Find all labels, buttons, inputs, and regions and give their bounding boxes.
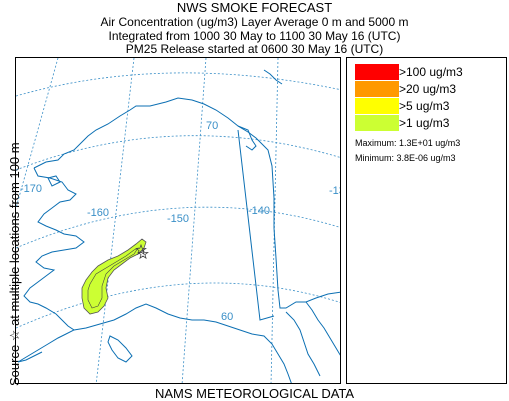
lat-line-70 bbox=[16, 135, 340, 171]
concentration-subtitle: Air Concentration (ug/m3) Layer Average … bbox=[100, 15, 409, 29]
legend-label: >100 ug/m3 bbox=[399, 65, 463, 79]
minimum-value: Minimum: 3.8E-06 ug/m3 bbox=[355, 153, 456, 163]
alaska-canada-border bbox=[237, 129, 275, 321]
grid-label-lon-170: -170 bbox=[20, 183, 42, 195]
legend-swatch-lime bbox=[355, 115, 399, 131]
smoke-map: -170 -160 -150 -140 -130 70 60 bbox=[15, 57, 341, 384]
lon-line-170 bbox=[16, 58, 59, 209]
legend-item: >100 ug/m3 bbox=[355, 64, 485, 80]
grid-label-lat-60: 60 bbox=[221, 311, 233, 323]
legend-label: >20 ug/m3 bbox=[399, 82, 457, 96]
legend-item: >1 ug/m3 bbox=[355, 115, 485, 131]
mackenzie-delta bbox=[237, 125, 257, 151]
integration-period: Integrated from 1000 30 May to 1100 30 M… bbox=[108, 29, 401, 43]
lat-line-60 bbox=[16, 282, 340, 329]
legend-item: >20 ug/m3 bbox=[355, 81, 485, 97]
grid-label-lat-70: 70 bbox=[206, 120, 218, 132]
legend-label: >5 ug/m3 bbox=[399, 99, 450, 113]
smoke-plume-inner-contour bbox=[87, 247, 139, 309]
legend-swatch-yellow bbox=[355, 98, 399, 114]
legend-label: >1 ug/m3 bbox=[399, 116, 450, 130]
lat-line-65 bbox=[16, 206, 340, 249]
west-coast bbox=[17, 167, 85, 363]
map-canvas: -170 -160 -150 -140 -130 70 60 bbox=[16, 58, 341, 383]
maximum-value: Maximum: 1.3E+01 ug/m3 bbox=[355, 138, 461, 148]
grid-label-lon-140: -140 bbox=[248, 205, 270, 217]
lon-line-140 bbox=[270, 58, 279, 383]
lon-line-160 bbox=[95, 58, 135, 383]
legend-swatch-red bbox=[355, 64, 399, 80]
forecast-title: NWS SMOKE FORECAST bbox=[176, 0, 333, 15]
southeast-inner-coast bbox=[305, 301, 340, 356]
latitude-lines bbox=[16, 72, 340, 329]
arctic-islands bbox=[263, 69, 283, 85]
grid-label-lon-160: -160 bbox=[87, 207, 109, 219]
kodiak-island bbox=[107, 335, 133, 363]
legend-item: >5 ug/m3 bbox=[355, 98, 485, 114]
lat-line-75 bbox=[16, 72, 340, 97]
longitude-lines bbox=[16, 58, 279, 383]
grid-label-lon-130: -130 bbox=[329, 185, 341, 197]
st-lawrence-island bbox=[47, 175, 61, 187]
source-star bbox=[137, 247, 149, 260]
data-source-label: NAMS METEOROLOGICAL DATA bbox=[154, 386, 355, 401]
smoke-plume bbox=[81, 238, 147, 315]
southeast-coast bbox=[285, 311, 321, 377]
release-info: PM25 Release started at 0600 30 May 16 (… bbox=[125, 42, 384, 56]
source-markers bbox=[135, 243, 149, 260]
legend-swatch-orange bbox=[355, 81, 399, 97]
grid-label-lon-150: -150 bbox=[167, 213, 189, 225]
south-coast bbox=[73, 303, 292, 383]
coastline bbox=[17, 69, 340, 383]
legend-panel: >100 ug/m3 >20 ug/m3 >5 ug/m3 >1 ug/m3 M… bbox=[346, 57, 507, 384]
lon-line-150 bbox=[181, 58, 207, 383]
aleutian-chain bbox=[17, 351, 43, 363]
north-slope-coast bbox=[33, 97, 340, 309]
